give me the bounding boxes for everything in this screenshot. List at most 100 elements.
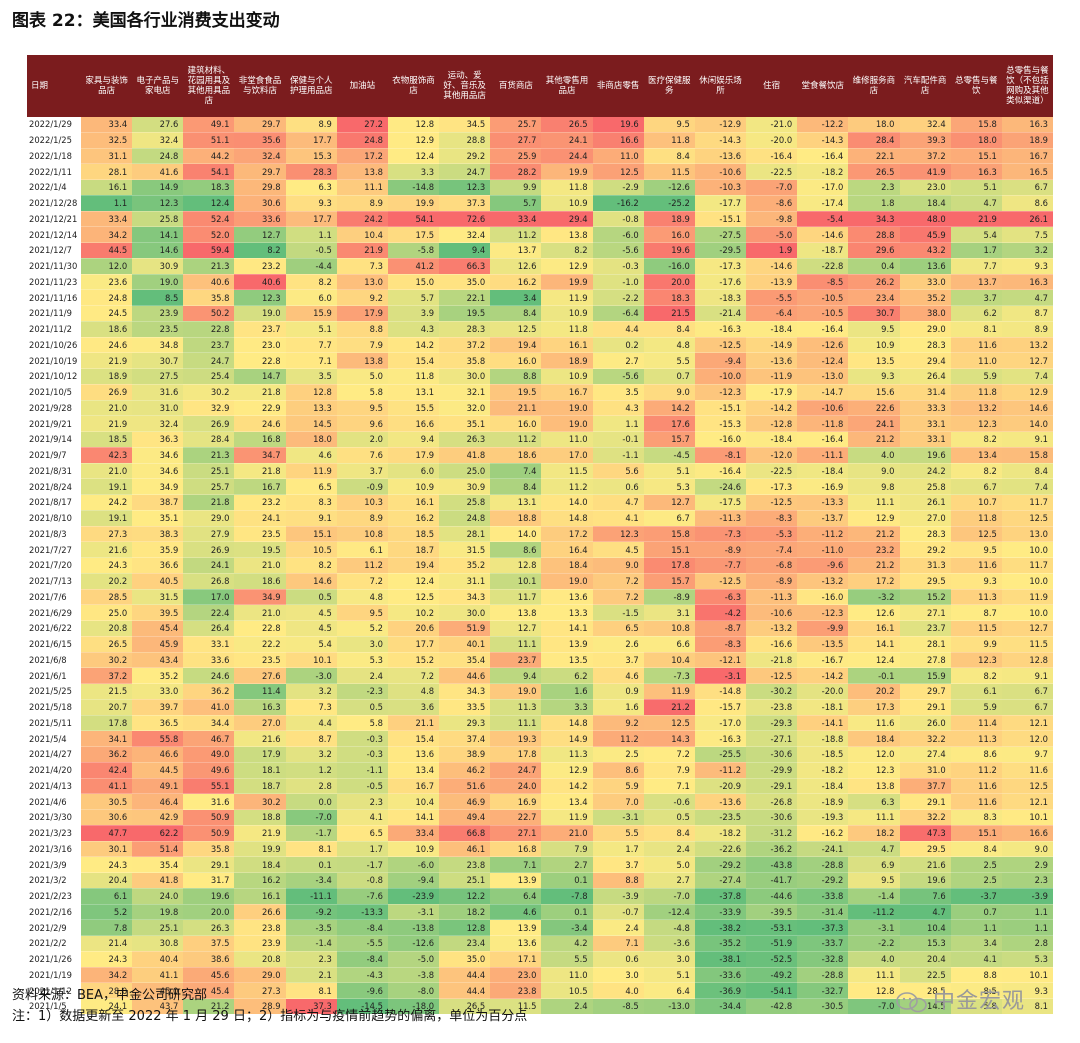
value-cell: 4.3 xyxy=(387,321,440,338)
value-cell: 9.8 xyxy=(848,478,900,495)
value-cell: 3.7 xyxy=(592,652,644,669)
value-cell: 21.6 xyxy=(234,730,286,747)
value-cell: 5.0 xyxy=(336,368,388,385)
value-cell: 12.3 xyxy=(132,195,184,212)
value-cell: 8.8 xyxy=(592,872,644,889)
value-cell: 5.1 xyxy=(285,321,337,338)
note: 注：1）数据更新至 2022 年 1 月 29 日；2）指标为与疫情前趋势的偏离… xyxy=(12,1009,528,1024)
value-cell: -42.8 xyxy=(746,998,798,1015)
value-cell: 24.1 xyxy=(183,557,235,574)
value-cell: 32.4 xyxy=(132,415,184,432)
value-cell: 13.4 xyxy=(541,793,593,810)
date-cell: 2021/3/23 xyxy=(27,825,81,842)
date-cell: 2021/1/12 xyxy=(27,982,81,999)
value-cell: -27.4 xyxy=(694,872,747,889)
value-cell: 10.1 xyxy=(490,573,542,590)
value-cell: 7.4 xyxy=(490,463,542,480)
date-cell: 2021/11/9 xyxy=(27,305,81,322)
value-cell: -8.6 xyxy=(746,195,798,212)
row: 2022/1/4 16.1 14.9 18.3 29.8 6.3 11.1 -14.8 12.3… xyxy=(27,179,1053,196)
value-cell: 23.0 xyxy=(234,337,286,354)
value-cell: 29.3 xyxy=(439,715,491,732)
value-cell: 18.2 xyxy=(848,825,900,842)
value-cell: 10.1 xyxy=(285,652,337,669)
value-cell: -41.7 xyxy=(746,872,798,889)
value-cell: 8.4 xyxy=(950,841,1002,858)
value-cell: -12.9 xyxy=(694,117,747,133)
value-cell: 27.8 xyxy=(899,652,951,669)
value-cell: 21.1 xyxy=(490,400,542,417)
value-cell: 3.7 xyxy=(336,463,388,480)
value-cell: -11.1 xyxy=(797,447,849,464)
value-cell: 16.2 xyxy=(234,872,286,889)
value-cell: 34.2 xyxy=(81,967,133,984)
value-cell: -0.8 xyxy=(592,211,644,228)
value-cell: 12.5 xyxy=(1001,510,1053,527)
date-cell: 2021/8/3 xyxy=(27,526,81,543)
value-cell: -5.5 xyxy=(746,289,798,306)
value-cell: 15.8 xyxy=(643,526,695,543)
value-cell: 12.7 xyxy=(1001,620,1053,637)
value-cell: -23.9 xyxy=(387,888,440,905)
date-cell: 2021/4/13 xyxy=(27,778,81,795)
value-cell: -9.6 xyxy=(336,982,388,999)
value-cell: 26.1 xyxy=(899,494,951,511)
value-cell: 24.8 xyxy=(439,510,491,527)
row: 2021/1/5 24.1 43.7 21.2 28.9 37.3 -14.5 -18.0 26… xyxy=(27,998,1053,1015)
value-cell: 55.8 xyxy=(132,730,184,747)
value-cell: 18.9 xyxy=(541,352,593,369)
value-cell: 29.6 xyxy=(848,242,900,259)
value-cell: 42.3 xyxy=(81,447,133,464)
value-cell: 16.8 xyxy=(234,431,286,448)
value-cell: -12.0 xyxy=(746,447,798,464)
row: 2021/10/5 26.9 31.6 30.2 21.8 12.8 5.8 13.1 32.1… xyxy=(27,384,1053,401)
value-cell: 23.0 xyxy=(899,179,951,196)
value-cell: 13.3 xyxy=(285,400,337,417)
value-cell: 5.8 xyxy=(336,384,388,401)
value-cell: -13.3 xyxy=(336,904,388,921)
value-cell: 45.9 xyxy=(899,226,951,243)
value-cell: -18.2 xyxy=(694,825,747,842)
value-cell: 18.0 xyxy=(848,117,900,133)
value-cell: 12.6 xyxy=(848,604,900,621)
value-cell: 24.8 xyxy=(132,148,184,165)
value-cell: 15.8 xyxy=(1001,447,1053,464)
value-cell: -24.1 xyxy=(797,841,849,858)
value-cell: 19.0 xyxy=(541,415,593,432)
value-cell: -12.6 xyxy=(643,179,695,196)
value-cell: 28.4 xyxy=(183,431,235,448)
value-cell: 9.6 xyxy=(336,415,388,432)
value-cell: -0.8 xyxy=(336,872,388,889)
value-cell: -2.2 xyxy=(592,289,644,306)
row: 2021/8/17 24.2 38.7 21.8 23.2 8.3 10.3 16.1 25.8… xyxy=(27,494,1053,511)
value-cell: -8.7 xyxy=(694,620,747,637)
value-cell: -3.1 xyxy=(694,667,747,684)
value-cell: 27.4 xyxy=(899,746,951,763)
value-cell: 4.5 xyxy=(285,620,337,637)
value-cell: 12.7 xyxy=(490,620,542,637)
value-cell: 28.1 xyxy=(899,636,951,653)
value-cell: 21.0 xyxy=(541,825,593,842)
value-cell: 19.0 xyxy=(132,274,184,291)
value-cell: -37.8 xyxy=(694,888,747,905)
value-cell: 25.1 xyxy=(183,463,235,480)
column-header: 建筑材料、花园用具及其他用具品店 xyxy=(183,55,235,117)
value-cell: 23.8 xyxy=(490,982,542,999)
value-cell: 11.5 xyxy=(490,998,542,1015)
value-cell: 6.0 xyxy=(387,463,440,480)
column-header: 医疗保健服务 xyxy=(643,55,695,117)
value-cell: 19.6 xyxy=(592,117,644,133)
value-cell: 19.5 xyxy=(234,541,286,558)
value-cell: 2.4 xyxy=(592,919,644,936)
value-cell: -8.4 xyxy=(336,919,388,936)
date-cell: 2021/6/8 xyxy=(27,652,81,669)
value-cell: 3.3 xyxy=(387,163,440,180)
value-cell: 18.4 xyxy=(848,730,900,747)
value-cell: 35.8 xyxy=(439,352,491,369)
value-cell: 7.2 xyxy=(643,746,695,763)
value-cell: -20.0 xyxy=(797,683,849,700)
value-cell: 9.9 xyxy=(490,179,542,196)
value-cell: -3.9 xyxy=(1001,888,1053,905)
value-cell: -8.5 xyxy=(592,998,644,1015)
value-cell: -5.6 xyxy=(592,242,644,259)
